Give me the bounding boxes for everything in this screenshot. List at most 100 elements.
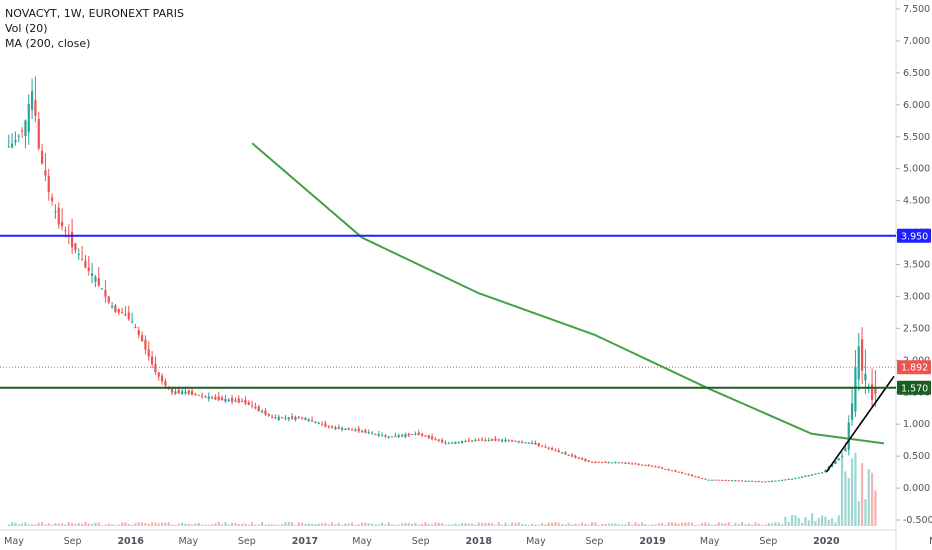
- candle-body: [260, 410, 264, 413]
- candle-body: [744, 480, 747, 482]
- volume-bar: [627, 522, 630, 526]
- volume-bar: [590, 522, 594, 526]
- volume-bar: [674, 522, 677, 526]
- candle-body: [590, 461, 594, 463]
- candle-body: [234, 400, 237, 402]
- trendline: [825, 375, 895, 473]
- volume-bar: [760, 524, 764, 526]
- volume-bar: [157, 523, 160, 526]
- candle-body: [760, 481, 764, 483]
- candle-body: [200, 395, 204, 397]
- candle-body: [347, 428, 350, 430]
- volume-bar: [220, 524, 224, 526]
- volume-bar: [744, 524, 747, 526]
- candle-body: [330, 426, 334, 428]
- volume-bar: [530, 523, 534, 526]
- candle-body: [114, 305, 117, 313]
- candle-body: [767, 481, 770, 483]
- moving-average-label[interactable]: MA (200, close): [5, 37, 91, 50]
- volume-bar: [664, 524, 667, 526]
- volume-bar: [517, 522, 520, 526]
- candle-body: [714, 479, 717, 481]
- candle-body: [40, 150, 44, 164]
- candle-body: [650, 465, 654, 467]
- candle-body: [597, 461, 600, 463]
- volume-bar: [794, 515, 797, 526]
- candle-body: [457, 441, 460, 443]
- candle-body: [790, 478, 794, 480]
- candle-body: [307, 419, 310, 421]
- candle-body: [10, 143, 14, 148]
- candle-body: [417, 432, 420, 435]
- volume-bar: [370, 523, 374, 526]
- volume-bar: [497, 522, 500, 526]
- candle-body: [807, 475, 810, 477]
- candle-body: [507, 440, 510, 442]
- candle-body: [530, 442, 534, 444]
- candle-body: [460, 441, 464, 444]
- candle-body: [544, 446, 547, 448]
- volume-bar: [710, 524, 714, 526]
- volume-bar: [410, 524, 414, 526]
- candle-body: [557, 450, 560, 453]
- candle-body: [367, 432, 370, 434]
- volume-bar: [620, 524, 624, 526]
- volume-bar: [827, 519, 830, 526]
- volume-bar: [317, 523, 320, 526]
- volume-bar: [617, 524, 620, 526]
- volume-bar: [254, 524, 257, 526]
- candle-body: [194, 393, 197, 395]
- candle-body: [467, 440, 470, 442]
- volume-bar: [547, 522, 550, 526]
- volume-bar: [294, 524, 297, 526]
- volume-bar: [520, 523, 524, 526]
- x-tick-label: May: [526, 536, 546, 547]
- volume-bar: [44, 524, 47, 526]
- volume-bar: [84, 522, 87, 526]
- candle-body: [120, 312, 124, 314]
- volume-bar: [587, 524, 590, 526]
- x-tick-label: 2016: [117, 536, 144, 547]
- volume-bar: [504, 522, 507, 526]
- volume-bar: [214, 523, 217, 526]
- volume-bar: [540, 523, 544, 526]
- chart-legend: NOVACYT, 1W, EURONEXT PARIS Vol (20) MA …: [5, 6, 184, 51]
- candle-body: [710, 479, 714, 481]
- volume-bar: [154, 522, 157, 526]
- volume-indicator-label[interactable]: Vol (20): [5, 22, 48, 35]
- candle-body: [37, 118, 40, 149]
- candle-body: [840, 455, 844, 457]
- x-tick-label: May: [178, 536, 198, 547]
- y-tick-label: 2.500: [903, 323, 930, 334]
- candle-body: [657, 466, 660, 468]
- candle-body: [87, 267, 90, 272]
- candle-body: [797, 477, 800, 479]
- x-tick-label: Sep: [238, 536, 256, 547]
- volume-bar: [427, 524, 430, 526]
- volume-bar: [234, 522, 237, 526]
- candle-body: [394, 435, 397, 438]
- candle-body: [517, 441, 520, 443]
- volume-bar: [150, 522, 154, 526]
- volume-bar: [667, 522, 670, 526]
- volume-bar: [414, 522, 417, 526]
- candle-body: [130, 321, 134, 323]
- candle-body: [640, 464, 644, 466]
- volume-bar: [594, 522, 597, 526]
- volume-bar: [787, 521, 790, 526]
- symbol-title[interactable]: NOVACYT, 1W, EURONEXT PARIS: [5, 7, 184, 20]
- moving-average-line: [251, 142, 885, 445]
- candle-body: [547, 447, 550, 449]
- candle-body: [390, 436, 394, 438]
- candle-body: [817, 472, 820, 474]
- candle-body: [570, 454, 574, 457]
- volume-bar: [457, 524, 460, 526]
- volume-bar: [600, 524, 604, 526]
- candle-body: [704, 478, 707, 480]
- candle-body: [810, 474, 814, 476]
- candle-body: [70, 231, 74, 248]
- candle-body: [494, 438, 497, 441]
- volume-bar: [807, 520, 810, 526]
